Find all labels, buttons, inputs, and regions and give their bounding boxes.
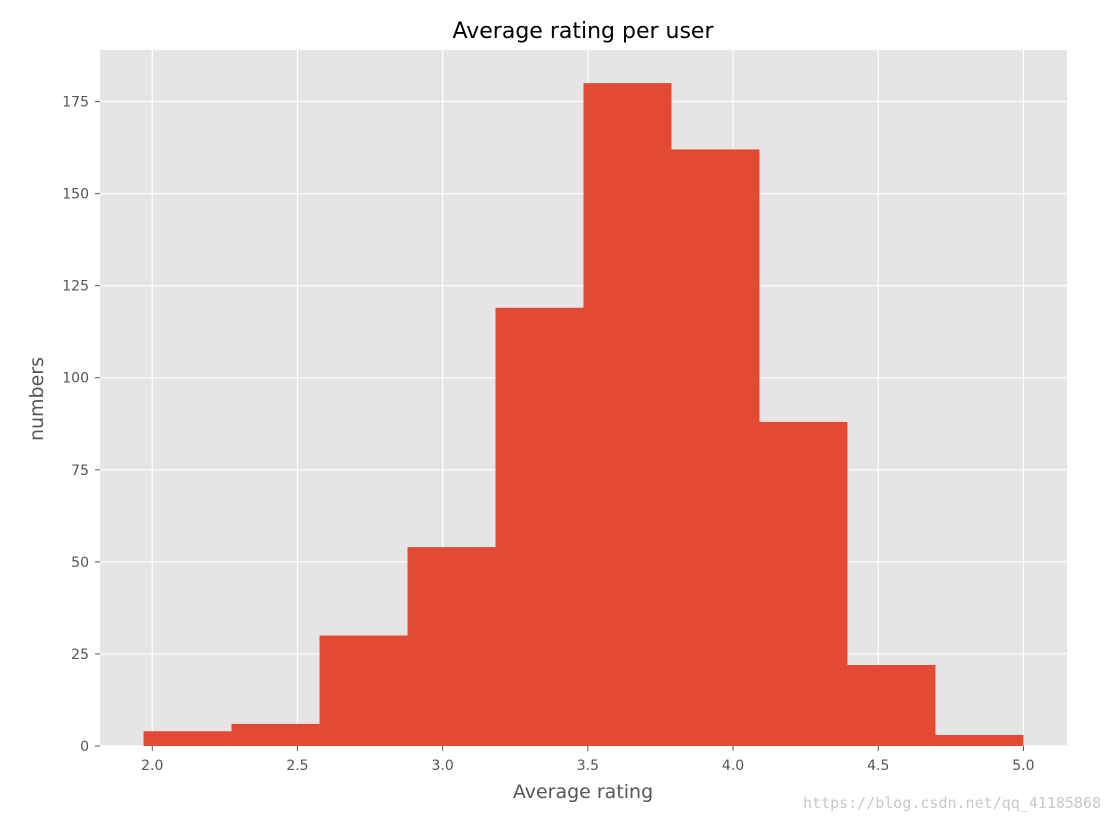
x-tick-label: 4.5: [867, 758, 889, 774]
y-tick-label: 125: [62, 279, 89, 295]
y-tick-label: 100: [62, 371, 89, 387]
histogram-bar: [935, 734, 1024, 746]
x-tick-label: 2.0: [141, 758, 163, 774]
y-tick-label: 50: [71, 555, 89, 571]
histogram-bar: [495, 307, 584, 746]
watermark-text: https://blog.csdn.net/qq_41185868: [803, 794, 1101, 812]
y-tick-label: 150: [62, 187, 89, 203]
x-tick-label: 3.0: [432, 758, 454, 774]
histogram-bar: [671, 149, 760, 746]
histogram-bars: [143, 83, 1024, 746]
y-axis-label: numbers: [26, 357, 48, 441]
y-tick-label: 75: [71, 463, 89, 479]
histogram-bar: [319, 635, 408, 746]
chart-title: Average rating per user: [452, 19, 714, 44]
x-tick-label: 4.0: [722, 758, 744, 774]
histogram-bar: [583, 83, 672, 746]
histogram-bar: [231, 723, 320, 746]
histogram-bar: [407, 547, 496, 746]
histogram-bar: [847, 664, 936, 746]
y-tick-label: 0: [80, 739, 89, 755]
x-tick-label: 2.5: [286, 758, 308, 774]
axis-ticks: 2.0 2.5 3.0 3.5 4.0 4.5 5.0 0 25 50 75 100 125 150 175: [62, 95, 1034, 774]
histogram-bar: [759, 421, 848, 746]
x-axis-label: Average rating: [513, 781, 653, 803]
x-tick-label: 5.0: [1012, 758, 1034, 774]
histogram-bar: [143, 731, 232, 746]
x-tick-label: 3.5: [577, 758, 599, 774]
y-tick-label: 25: [71, 647, 89, 663]
y-tick-label: 175: [62, 95, 89, 111]
